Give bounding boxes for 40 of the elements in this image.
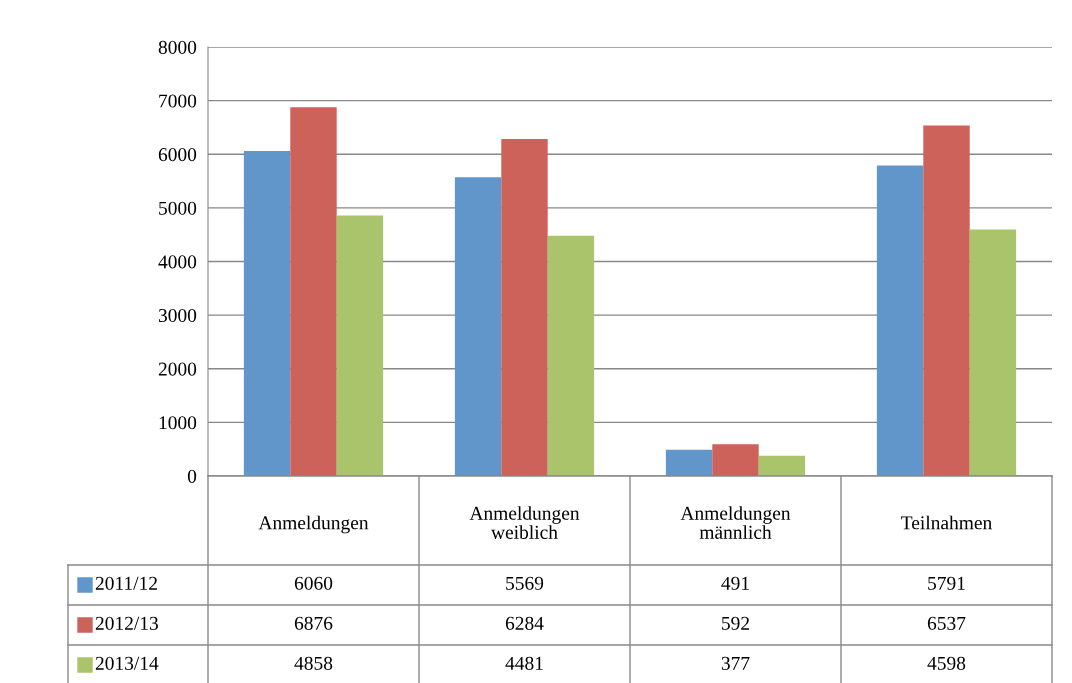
bar <box>336 215 384 476</box>
data-label: 4481 <box>505 656 543 670</box>
data-label: 592 <box>722 616 750 630</box>
bar <box>454 177 502 476</box>
y-tick-label: 6000 <box>158 148 197 162</box>
y-tick-label: 0 <box>187 469 197 483</box>
y-tick-label: 4000 <box>158 255 197 269</box>
y-tick-label: 5000 <box>159 201 197 215</box>
bar <box>501 139 548 476</box>
data-label: 6537 <box>927 616 966 630</box>
data-label: 4598 <box>927 656 966 670</box>
data-label: 4858 <box>294 656 333 670</box>
bar <box>665 449 713 476</box>
bar <box>547 235 595 476</box>
data-label: 6060 <box>294 576 333 590</box>
bar <box>290 107 337 476</box>
data-label: 491 <box>721 576 749 590</box>
y-tick-label: 8000 <box>158 40 197 54</box>
bar <box>923 125 970 476</box>
x-tick-label: Anmeldungen männlich <box>680 506 791 539</box>
y-tick-label: 7000 <box>159 94 197 108</box>
data-label: 377 <box>721 656 750 670</box>
y-tick-label: 1000 <box>159 416 197 430</box>
data-label: 6876 <box>294 616 333 630</box>
x-tick-label: Anmeldungen weiblich <box>469 506 580 539</box>
bar <box>712 444 759 476</box>
legend-label: 2012/13 <box>95 616 158 630</box>
y-tick-label: 3000 <box>158 308 197 323</box>
data-label: 5569 <box>506 576 544 590</box>
data-label: 5791 <box>928 576 965 590</box>
data-label: 6284 <box>505 616 544 630</box>
bar <box>758 455 806 476</box>
y-tick-label: 2000 <box>158 362 197 376</box>
legend-label: 2013/14 <box>95 656 159 670</box>
x-tick-label: Teilnahmen <box>901 515 992 530</box>
legend-label: 2011/12 <box>95 576 157 590</box>
x-tick-label: Anmeldungen <box>258 515 369 534</box>
bar <box>969 229 1017 476</box>
bar <box>243 151 291 476</box>
bar <box>876 165 924 476</box>
